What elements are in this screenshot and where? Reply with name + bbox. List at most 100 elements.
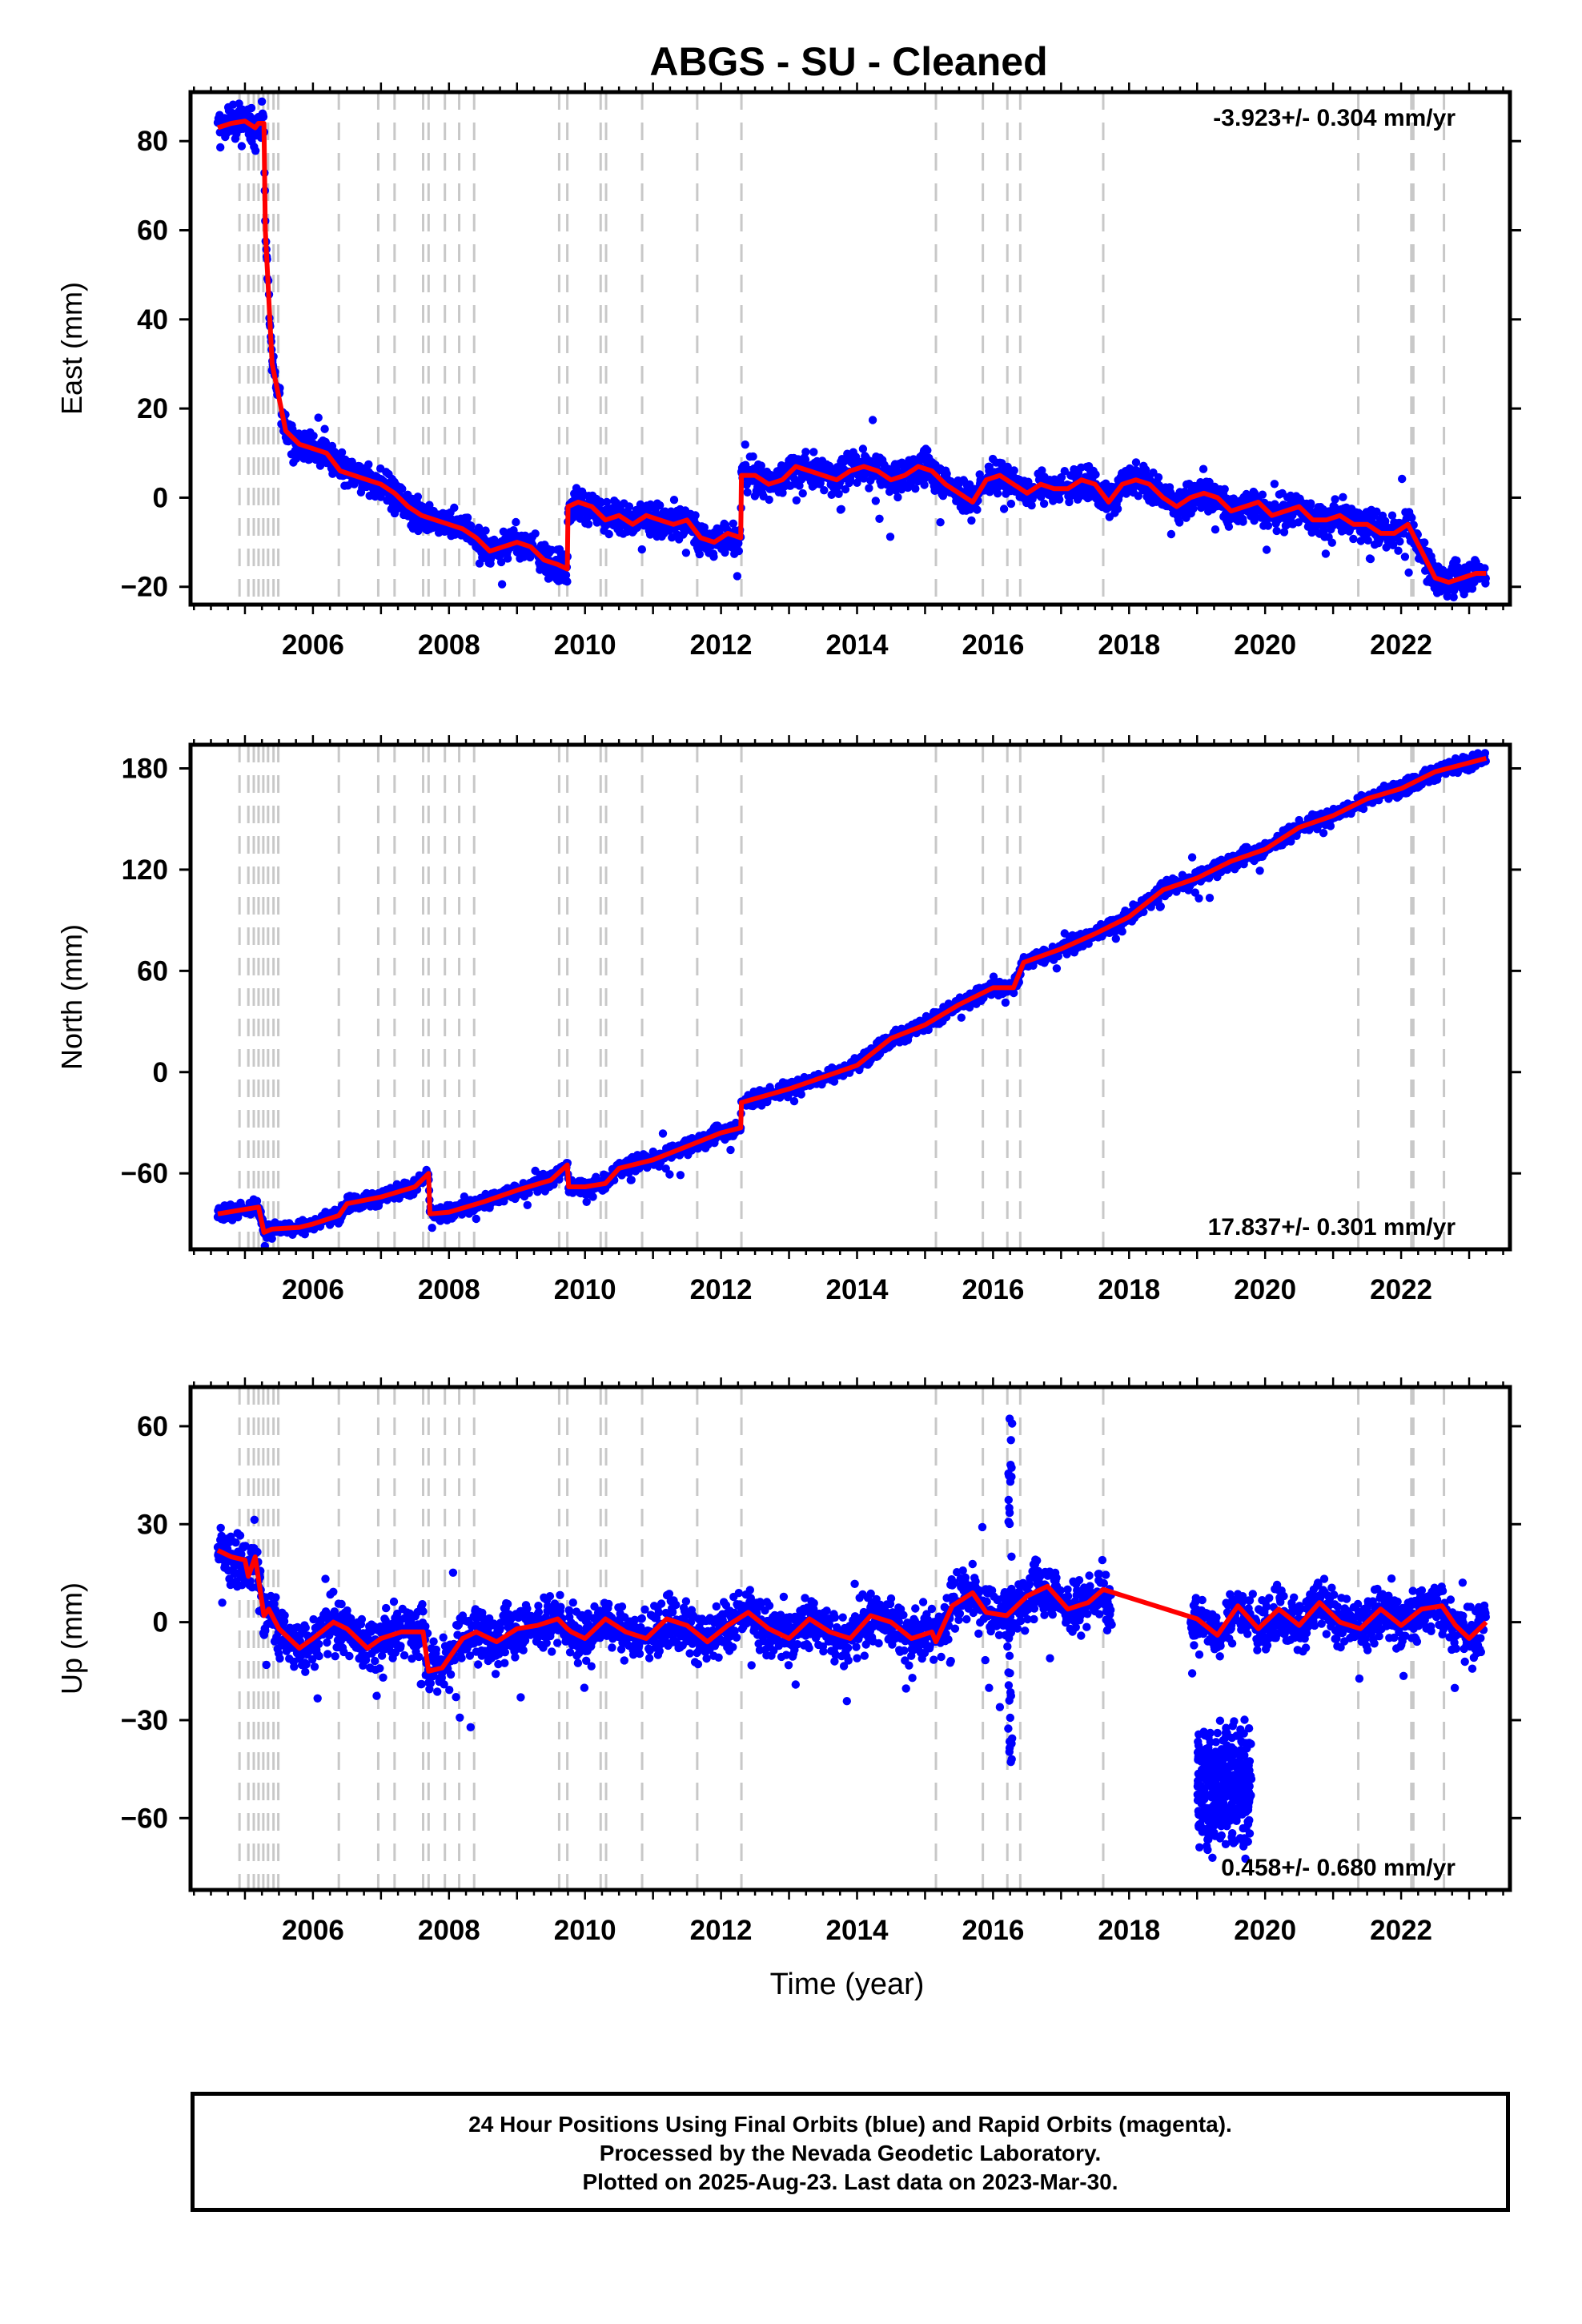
data-point — [733, 572, 742, 581]
data-point — [765, 495, 773, 505]
data-point — [676, 1171, 685, 1180]
data-point — [588, 1192, 597, 1201]
data-point — [314, 413, 323, 422]
data-point — [216, 143, 225, 152]
data-point — [481, 526, 490, 535]
data-point — [726, 1145, 735, 1155]
data-point — [669, 496, 679, 505]
data-point — [1039, 499, 1049, 509]
data-point — [1398, 474, 1407, 484]
x-tick-label: 2018 — [1098, 629, 1160, 661]
data-point — [602, 497, 612, 507]
data-point — [967, 516, 976, 525]
data-point — [789, 1096, 799, 1106]
data-point — [868, 416, 877, 424]
data-point — [563, 577, 572, 586]
data-point — [741, 440, 749, 449]
data-point — [450, 503, 459, 513]
data-point — [1272, 526, 1281, 536]
data-point — [1349, 534, 1358, 544]
data-point — [624, 502, 634, 511]
data-point — [681, 549, 691, 557]
north-panel: 2006 2008 2010 2012 2014 2016 2018 2020 2022−600… — [55, 735, 1521, 1305]
y-tick-label: −20 — [121, 572, 168, 603]
x-tick-label: 2012 — [690, 629, 753, 661]
data-point — [251, 147, 260, 155]
data-point — [792, 496, 801, 505]
data-point — [512, 517, 520, 527]
data-point — [709, 553, 718, 561]
data-point — [561, 570, 571, 580]
data-point — [520, 531, 530, 541]
data-point — [1166, 529, 1176, 539]
data-point — [1395, 537, 1404, 546]
data-point — [875, 514, 884, 523]
data-point — [837, 505, 846, 513]
data-point — [1055, 495, 1064, 504]
data-point — [797, 1090, 805, 1099]
x-tick-label: 2014 — [826, 629, 889, 661]
data-point — [472, 1214, 480, 1224]
data-point — [865, 484, 873, 493]
data-point — [309, 432, 318, 440]
data-point — [999, 505, 1009, 513]
data-point — [1339, 493, 1347, 501]
data-point — [885, 533, 895, 541]
x-tick-label: 2006 — [282, 629, 344, 661]
data-point — [973, 505, 982, 514]
y-tick-label: 40 — [137, 304, 168, 336]
data-point — [257, 97, 267, 106]
data-point — [658, 1129, 668, 1138]
east-panel: 2006 2008 2010 2012 2014 2016 2018 2020 2022−200… — [55, 82, 1521, 661]
data-point — [798, 489, 807, 498]
data-point — [1199, 464, 1208, 473]
data-point — [320, 424, 329, 433]
data-point — [1154, 472, 1163, 482]
data-point — [523, 1200, 532, 1210]
data-point — [871, 497, 881, 505]
data-point — [1010, 466, 1018, 475]
data-point — [858, 444, 868, 453]
data-point — [656, 501, 665, 510]
data-point — [364, 460, 373, 469]
data-point — [247, 103, 256, 113]
data-point — [1006, 499, 1016, 509]
data-points — [213, 97, 1491, 601]
data-point — [1224, 522, 1234, 531]
figure-title: ABGS - SU - Cleaned — [649, 39, 1047, 84]
data-point — [1407, 513, 1416, 522]
data-point — [1321, 549, 1331, 558]
data-point — [993, 489, 1002, 498]
data-point — [1400, 553, 1410, 561]
data-point — [503, 554, 512, 563]
data-point — [1366, 554, 1375, 564]
data-point — [428, 1224, 436, 1232]
data-point — [1307, 499, 1315, 508]
data-point — [463, 513, 472, 522]
data-point — [227, 108, 236, 118]
data-point — [911, 485, 920, 493]
y-tick-label: 0 — [153, 482, 168, 513]
data-point — [1091, 470, 1100, 479]
y-axis-label: East (mm) — [55, 282, 88, 415]
data-point — [398, 485, 407, 493]
x-tick-label: 2020 — [1234, 629, 1296, 661]
data-point — [425, 501, 434, 509]
data-point — [1394, 546, 1403, 555]
x-tick-label: 2016 — [962, 629, 1024, 661]
data-point — [627, 1176, 636, 1184]
y-tick-label: 80 — [137, 126, 168, 157]
x-tick-label: 2022 — [1370, 629, 1432, 661]
data-point — [734, 546, 743, 556]
y-tick-label: 20 — [137, 393, 168, 424]
data-point — [1113, 505, 1122, 513]
data-point — [743, 488, 752, 497]
data-point — [1258, 490, 1267, 499]
data-point — [893, 493, 902, 502]
data-point — [691, 511, 700, 520]
data-point — [1211, 525, 1220, 534]
data-point — [1220, 485, 1229, 493]
data-point — [801, 448, 810, 456]
data-point — [1270, 480, 1279, 489]
